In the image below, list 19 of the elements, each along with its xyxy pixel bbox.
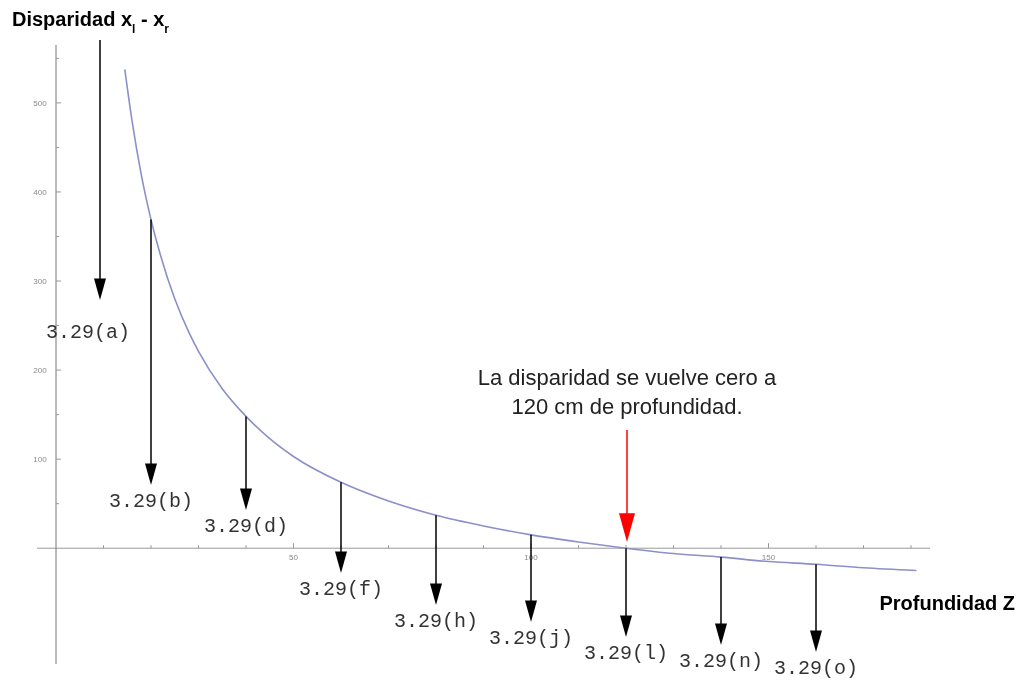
annotation: 3.29(l) <box>583 642 669 665</box>
y-tick-label: 100 <box>33 455 48 465</box>
annotation: 3.29(a) <box>45 321 131 344</box>
annotation: 3.29(n) <box>678 650 764 673</box>
annotation: 3.29(f) <box>298 578 384 601</box>
y-tick-label: 400 <box>33 187 48 197</box>
annotation: 3.29(o) <box>773 657 859 680</box>
annotation: 3.29(j) <box>488 627 574 650</box>
x-tick-label: 50 <box>289 553 299 563</box>
annotation: 3.29(d) <box>203 515 289 538</box>
annotation: 3.29(h) <box>393 610 479 633</box>
x-tick-label: 150 <box>761 553 776 563</box>
y-tick-label: 200 <box>33 366 48 376</box>
y-axis-title: Disparidad x$_{l}$ - x$_{r}$ <box>12 8 170 36</box>
annotation: 3.29(b) <box>108 490 194 513</box>
y-tick-label: 300 <box>33 277 48 287</box>
annotation: La disparidad se vuelve cero a 120 cm de profundidad. <box>477 365 777 419</box>
x-axis-title: Profundidad Z <box>879 592 1015 614</box>
y-tick-label: 500 <box>33 98 48 108</box>
